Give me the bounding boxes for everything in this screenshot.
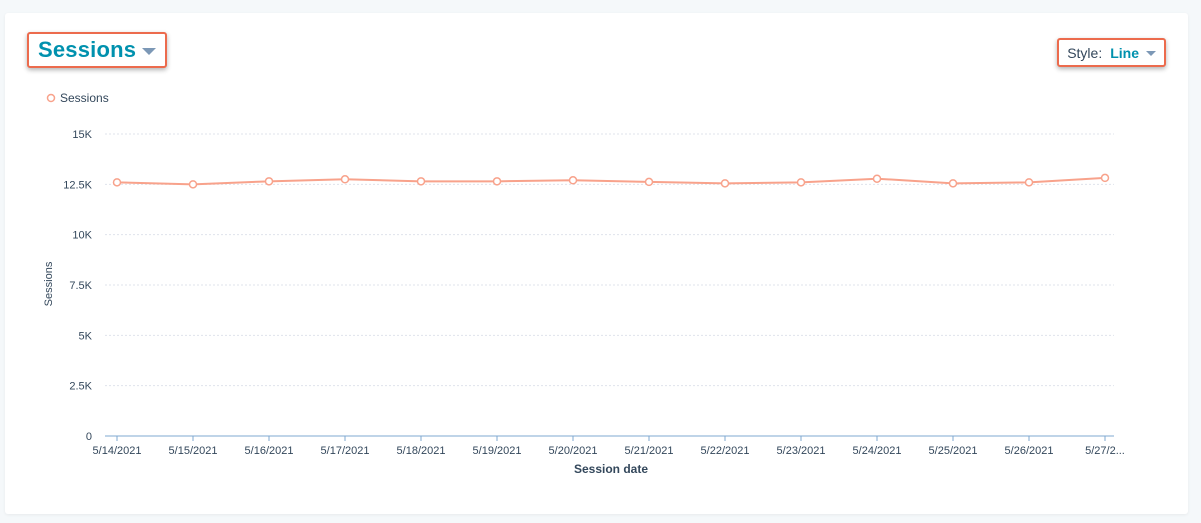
x-tick-label: 5/25/2021 [929,445,978,457]
data-point[interactable] [112,178,122,187]
data-point[interactable] [1024,178,1034,187]
data-point[interactable] [568,176,578,185]
data-point[interactable] [416,177,426,186]
chart-legend[interactable]: Sessions [46,91,109,105]
x-tick-label: 5/22/2021 [701,445,750,457]
caret-down-icon [142,48,157,55]
data-point[interactable] [720,179,730,188]
x-tick-label: 5/19/2021 [473,445,522,457]
x-tick-label: 5/26/2021 [1005,445,1054,457]
circle-marker-icon [46,93,56,103]
y-tick-label: 15K [72,129,92,141]
x-tick-label: 5/16/2021 [245,445,294,457]
data-point[interactable] [492,177,502,186]
x-tick-label: 5/23/2021 [777,445,826,457]
y-tick-label: 10K [72,230,92,242]
x-tick-label: 5/17/2021 [321,445,370,457]
legend-label: Sessions [60,91,109,105]
x-tick-label: 5/20/2021 [549,445,598,457]
x-tick-label: 5/24/2021 [853,445,902,457]
series-line [116,176,1106,186]
x-axis: 5/14/2021 5/15/2021 5/16/2021 5/17/2021 5/18… [93,435,1125,457]
y-tick-label: 2.5K [69,381,92,393]
x-tick-label: 5/27/2... [1085,445,1125,457]
x-tick-label: 5/18/2021 [397,445,446,457]
style-dropdown-prefix: Style: [1067,44,1103,61]
data-point[interactable] [948,179,958,188]
metric-dropdown[interactable]: Sessions [27,32,168,68]
chart-card [5,13,1188,514]
caret-down-icon [1146,51,1156,56]
data-point[interactable] [1100,173,1110,183]
style-dropdown[interactable]: Style: Line [1057,38,1166,67]
x-tick-label: 5/15/2021 [169,445,218,457]
data-point[interactable] [188,180,198,189]
metric-dropdown-label: Sessions [38,37,137,62]
data-point[interactable] [872,174,882,183]
style-dropdown-value: Line [1110,44,1139,61]
x-tick-label: 5/21/2021 [625,445,674,457]
x-axis-label: Session date [574,462,648,476]
data-point[interactable] [796,178,806,187]
data-point[interactable] [644,177,654,187]
y-tick-label: 12.5K [63,179,92,191]
x-tick-label: 5/14/2021 [93,445,142,457]
y-tick-label: 5K [79,330,93,342]
y-axis-ticks: 0 2.5K 5K 7.5K 10K 12.5K 15K [63,129,92,443]
y-tick-label: 0 [86,431,92,443]
series-sessions[interactable] [112,173,1110,189]
y-axis-label: Sessions [43,261,55,306]
data-point[interactable] [340,175,350,184]
grid-lines [105,133,1114,387]
y-tick-label: 7.5K [69,280,92,292]
data-point[interactable] [264,177,274,186]
